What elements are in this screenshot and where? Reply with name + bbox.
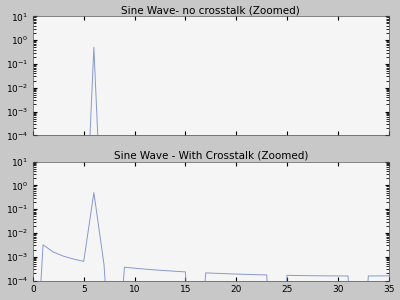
Title: Sine Wave - With Crosstalk (Zoomed): Sine Wave - With Crosstalk (Zoomed)	[114, 151, 308, 161]
Title: Sine Wave- no crosstalk (Zoomed): Sine Wave- no crosstalk (Zoomed)	[122, 6, 300, 16]
